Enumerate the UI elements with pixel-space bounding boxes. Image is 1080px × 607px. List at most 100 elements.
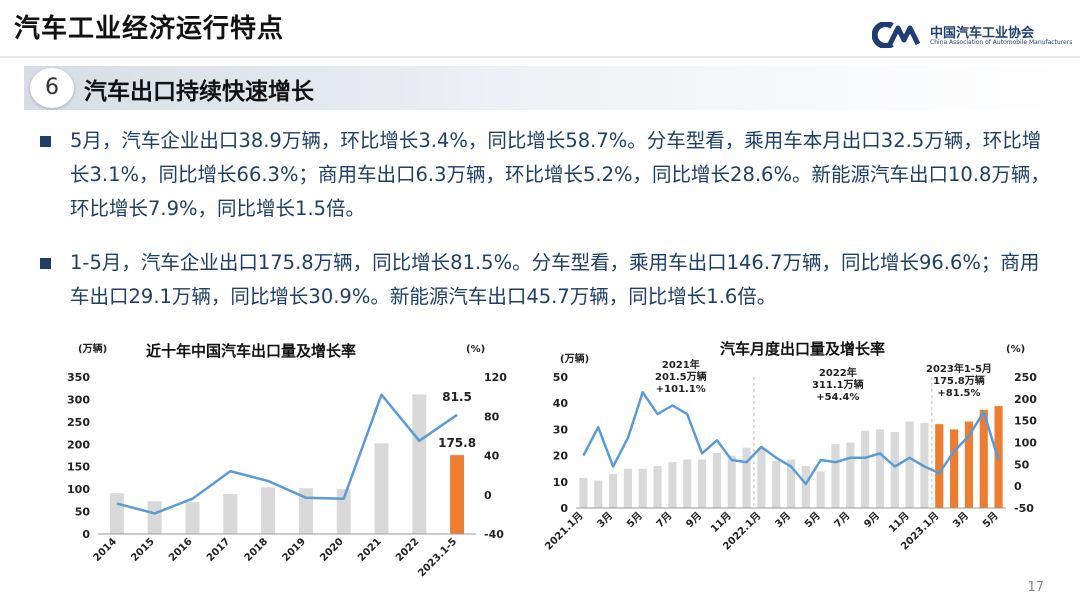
bar: [875, 429, 885, 508]
bullet-item: 5月，汽车企业出口38.9万辆，环比增长3.4%，同比增长58.7%。分车型看，…: [40, 124, 1050, 226]
bar: [861, 430, 870, 508]
chart2-y2label: (%): [1006, 344, 1026, 355]
y2-tick-label: 40: [484, 450, 500, 463]
y-tick-label: 200: [67, 438, 90, 451]
y2-tick-label: 250: [1014, 371, 1037, 384]
bar: [623, 468, 632, 508]
data-label: 175.8: [438, 436, 476, 450]
bar: [742, 447, 751, 508]
x-tick-label: 2014: [92, 536, 119, 563]
x-tick-label: 2019: [281, 536, 308, 563]
bar: [638, 468, 647, 508]
y-tick-label: 250: [67, 416, 90, 429]
chart1-ylabel: (万辆): [78, 344, 108, 355]
y-tick-label: 40: [553, 397, 569, 410]
y-tick-label: 300: [67, 393, 90, 406]
y-tick-label: 50: [75, 506, 91, 519]
x-tick-label: 7月: [832, 510, 852, 530]
y2-tick-label: 150: [1014, 415, 1037, 428]
bar: [683, 459, 692, 508]
chart2-annotation: 2022年 311.1万辆 +54.4%: [812, 368, 864, 403]
bullet-square-icon: [40, 258, 51, 269]
x-tick-label: 5月: [980, 510, 1000, 530]
bar: [712, 452, 721, 508]
bar: [890, 432, 899, 508]
logo-en: China Association of Automobile Manufact…: [930, 39, 1073, 46]
bar: [412, 394, 427, 534]
data-label: 81.5: [442, 390, 472, 404]
bar: [846, 442, 855, 508]
x-tick-label: 5月: [624, 510, 644, 530]
y-tick-label: 0: [560, 502, 568, 515]
y2-tick-label: 80: [484, 410, 500, 423]
chart1-y2label: (%): [466, 344, 486, 355]
bullet-text: 5月，汽车企业出口38.9万辆，环比增长3.4%，同比增长58.7%。分车型看，…: [70, 129, 1050, 220]
bullet-text: 1-5月，汽车企业出口175.8万辆，同比增长81.5%。分车型看，乘用车出口1…: [70, 251, 1040, 308]
bar: [261, 487, 276, 534]
x-tick-label: 2022: [394, 536, 421, 563]
x-tick-label: 9月: [684, 510, 704, 530]
y2-tick-label: -40: [484, 528, 504, 541]
bar: [185, 502, 200, 534]
x-tick-label: 2021.1月: [544, 510, 586, 553]
x-tick-label: 7月: [654, 510, 674, 530]
bar: [697, 459, 707, 508]
y2-tick-label: 200: [1014, 393, 1037, 406]
x-tick-label: 3月: [951, 510, 971, 530]
chart2-annotation: 2023年1-5月 175.8万辆 +81.5%: [926, 364, 992, 399]
bar: [964, 421, 974, 508]
x-tick-label: 9月: [862, 510, 882, 530]
bar: [935, 424, 944, 508]
bullet-item: 1-5月，汽车企业出口175.8万辆，同比增长81.5%。分车型看，乘用车出口1…: [40, 246, 1050, 314]
x-tick-label: 3月: [595, 510, 615, 530]
x-tick-label: 5月: [802, 510, 822, 530]
x-tick-label: 2015: [129, 536, 156, 563]
bar: [579, 477, 588, 508]
chart1-plot: 0 50 100 150 200 250 300 350 -40 0 40 80 120 2014 2015…: [67, 371, 507, 579]
x-tick-label: 11月: [886, 510, 911, 535]
bar: [653, 466, 662, 508]
bar: [298, 488, 313, 534]
chart2-annotation: 2021年 201.5万辆 +101.1%: [655, 360, 707, 395]
chart1-title: 近十年中国汽车出口量及增长率: [146, 342, 357, 360]
chart2-title: 汽车月度出口量及增长率: [720, 340, 886, 358]
growth-rate-line: [116, 393, 458, 515]
bar: [905, 421, 914, 508]
header-divider: [0, 56, 1080, 58]
bar: [727, 455, 736, 508]
x-tick-label: 2023.1-5: [416, 536, 459, 579]
y-tick-label: 50: [553, 371, 569, 384]
y2-tick-label: 0: [484, 489, 492, 502]
bar: [223, 494, 238, 534]
logo-cn: 中国汽车工业协会: [930, 26, 1035, 41]
chart2-ylabel: (万辆): [560, 354, 590, 365]
section-bar: [24, 66, 1064, 110]
x-tick-label: 2017: [205, 536, 232, 563]
bar: [147, 501, 162, 534]
y-tick-label: 30: [553, 423, 569, 436]
x-tick-label: 2021: [356, 536, 383, 563]
bar: [786, 459, 796, 508]
page-number: 17: [1027, 580, 1044, 595]
y-tick-label: 10: [553, 476, 569, 489]
section-title: 汽车出口持续快速增长: [84, 79, 314, 105]
bar: [816, 471, 825, 508]
bar: [801, 466, 810, 508]
x-tick-label: 2016: [167, 536, 194, 563]
bar: [336, 489, 351, 534]
bar: [374, 443, 389, 534]
bar: [831, 443, 840, 508]
bar: [950, 429, 959, 508]
y-tick-label: 350: [67, 371, 90, 384]
y2-tick-label: 100: [1014, 437, 1037, 450]
y-tick-label: 20: [553, 450, 569, 463]
section-number: 6: [30, 68, 74, 108]
x-tick-label: 11月: [708, 510, 733, 535]
y2-tick-label: -50: [1014, 502, 1034, 515]
y-tick-label: 100: [67, 483, 90, 496]
y2-tick-label: 50: [1014, 458, 1030, 471]
caam-logo-icon: [872, 22, 921, 48]
bar: [772, 460, 781, 508]
bar: [668, 462, 677, 508]
x-tick-label: 3月: [773, 510, 793, 530]
